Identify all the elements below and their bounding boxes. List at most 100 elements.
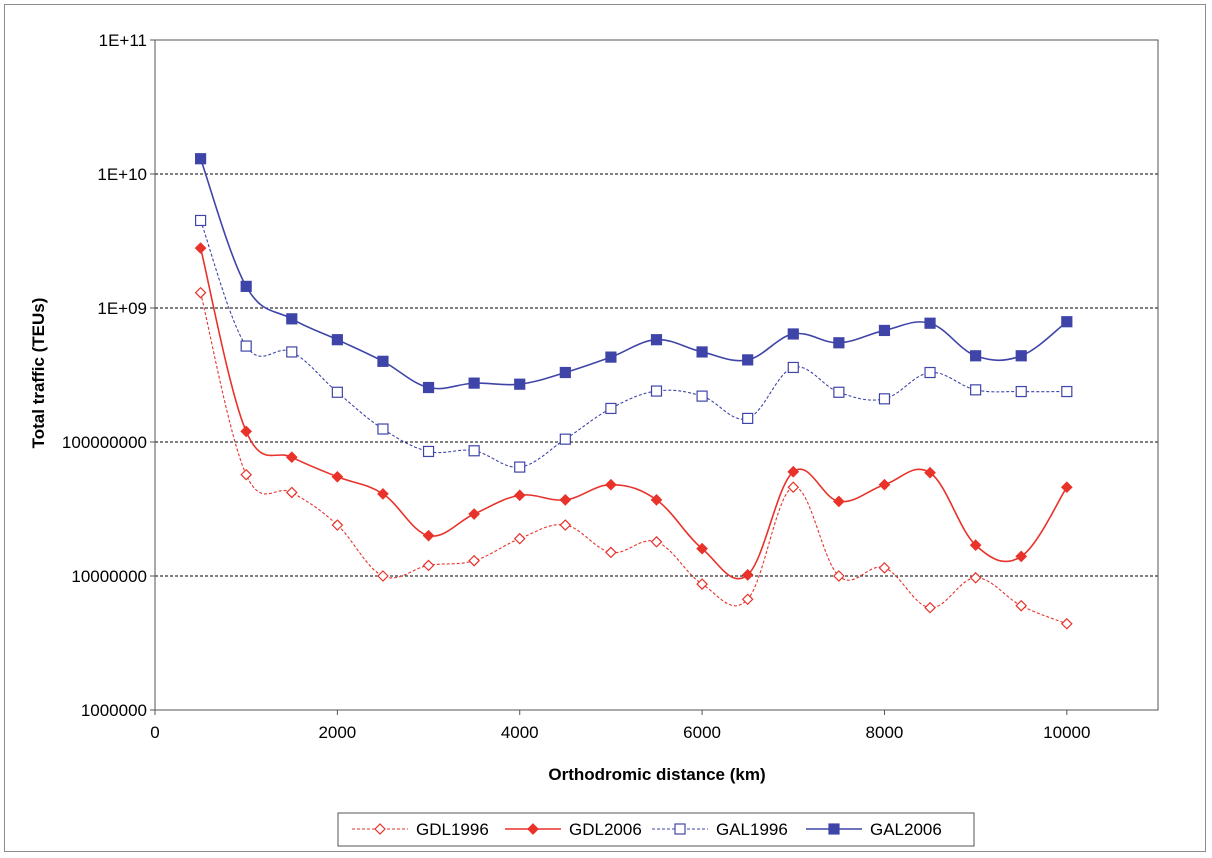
data-point-gdl2006 xyxy=(194,242,207,254)
data-point-gdl2006 xyxy=(833,495,845,508)
data-point-gal1996 xyxy=(559,433,571,445)
data-point-gal1996 xyxy=(286,346,298,358)
legend-label-gdl1996: GDL1996 xyxy=(416,820,489,839)
data-point-gal1996 xyxy=(514,461,526,473)
y-tick-label: 1000000 xyxy=(81,701,147,720)
data-point-gal2006 xyxy=(650,334,663,346)
data-point-gal2006 xyxy=(878,324,891,337)
data-point-gdl2006 xyxy=(696,542,708,555)
data-point-gal1996 xyxy=(833,386,845,398)
data-point-gdl2006 xyxy=(240,425,253,438)
plot-area xyxy=(154,39,1159,711)
data-point-gdl2006 xyxy=(878,478,891,491)
legend-label-gal1996: GAL1996 xyxy=(716,820,788,839)
data-point-gal2006 xyxy=(833,337,845,349)
data-point-gdl2006 xyxy=(331,470,344,483)
series-line-gal1996 xyxy=(200,220,1067,468)
y-tick-label: 100000000 xyxy=(62,433,147,452)
data-point-gdl1996 xyxy=(559,519,572,531)
legend-box xyxy=(337,812,975,847)
data-point-gdl1996 xyxy=(605,546,617,559)
data-point-gal2006 xyxy=(194,153,207,165)
data-point-gal1996 xyxy=(1015,385,1027,398)
data-point-gdl1996 xyxy=(285,486,298,499)
x-axis-title: Orthodromic distance (km) xyxy=(548,765,765,784)
data-point-gdl1996 xyxy=(1015,599,1028,612)
data-point-gdl1996 xyxy=(833,570,845,582)
data-point-gal2006 xyxy=(787,328,799,340)
legend-marker-gdl1996 xyxy=(374,823,386,835)
data-point-gal2006 xyxy=(924,317,936,329)
data-point-gdl2006 xyxy=(787,465,800,478)
data-point-gal1996 xyxy=(331,386,343,398)
data-point-gdl2006 xyxy=(969,539,982,551)
data-point-gdl2006 xyxy=(741,568,754,581)
x-tick-label: 8000 xyxy=(866,723,904,742)
data-point-gdl2006 xyxy=(924,466,936,479)
data-point-gal2006 xyxy=(696,346,708,358)
data-point-gal2006 xyxy=(1015,350,1027,362)
y-tick-label: 1E+11 xyxy=(99,31,147,50)
data-point-gdl1996 xyxy=(422,559,435,572)
data-point-gdl2006 xyxy=(650,494,663,506)
data-point-gal1996 xyxy=(787,361,799,374)
data-point-gdl1996 xyxy=(331,519,344,531)
legend-marker-gal2006 xyxy=(828,823,840,835)
data-point-gdl1996 xyxy=(787,481,800,494)
series-line-gdl1996 xyxy=(200,292,1068,625)
data-point-gal2006 xyxy=(559,366,571,379)
x-tick-label: 0 xyxy=(150,723,159,742)
data-point-gal1996 xyxy=(422,445,435,458)
axis-ticks: 1000000 10000000 100000000 1E+09 1E+10 1E+11 0… xyxy=(62,31,1091,742)
data-point-gal2006 xyxy=(970,350,982,362)
data-point-gal1996 xyxy=(742,412,754,425)
data-point-gal2006 xyxy=(514,378,526,390)
data-point-gdl2006 xyxy=(422,529,435,542)
data-point-gal2006 xyxy=(422,381,435,394)
data-point-gdl1996 xyxy=(513,532,526,545)
y-tick-label: 10000000 xyxy=(71,567,147,586)
data-point-gal1996 xyxy=(194,214,207,227)
data-point-gal1996 xyxy=(970,384,982,396)
x-tick-label: 2000 xyxy=(318,723,356,742)
data-point-gal2006 xyxy=(240,280,252,292)
legend-label-gdl2006: GDL2006 xyxy=(569,820,642,839)
data-point-gal1996 xyxy=(605,402,617,415)
data-point-gal2006 xyxy=(331,334,343,346)
data-point-gdl1996 xyxy=(377,570,389,582)
data-point-gdl1996 xyxy=(468,554,480,567)
data-point-gdl1996 xyxy=(194,286,207,299)
legend-marker-gdl2006 xyxy=(527,823,539,835)
chart-frame xyxy=(4,4,1206,852)
data-point-gal2006 xyxy=(742,354,754,366)
data-point-gal1996 xyxy=(924,366,936,379)
data-point-gal1996 xyxy=(377,423,389,435)
y-axis-title: Total traffic (TEUs) xyxy=(29,298,48,449)
data-point-gdl2006 xyxy=(285,451,298,464)
data-point-gdl1996 xyxy=(650,535,663,548)
data-point-gdl1996 xyxy=(969,571,982,584)
data-point-gdl1996 xyxy=(924,601,936,614)
series-line-gal2006 xyxy=(199,158,1068,390)
data-point-gdl2006 xyxy=(1015,550,1028,563)
legend-marker-gal1996 xyxy=(674,823,686,835)
data-point-gdl1996 xyxy=(696,578,708,590)
data-point-gdl2006 xyxy=(513,489,526,502)
data-point-gdl1996 xyxy=(878,562,891,574)
data-point-gal1996 xyxy=(240,340,252,352)
data-point-gdl2006 xyxy=(559,494,572,506)
data-point-gal2006 xyxy=(468,377,480,389)
series-line-gdl2006 xyxy=(199,247,1068,580)
data-point-gal2006 xyxy=(1061,316,1073,328)
data-point-gal1996 xyxy=(878,393,891,405)
data-point-gdl1996 xyxy=(240,468,253,481)
x-tick-label: 10000 xyxy=(1043,723,1090,742)
data-point-gal2006 xyxy=(377,355,389,367)
data-point-gdl2006 xyxy=(1060,481,1073,494)
legend-label-gal2006: GAL2006 xyxy=(870,820,942,839)
data-point-gdl1996 xyxy=(741,593,754,606)
data-point-gdl2006 xyxy=(377,488,389,500)
data-point-gal1996 xyxy=(696,390,708,402)
data-point-gdl1996 xyxy=(1060,617,1073,630)
